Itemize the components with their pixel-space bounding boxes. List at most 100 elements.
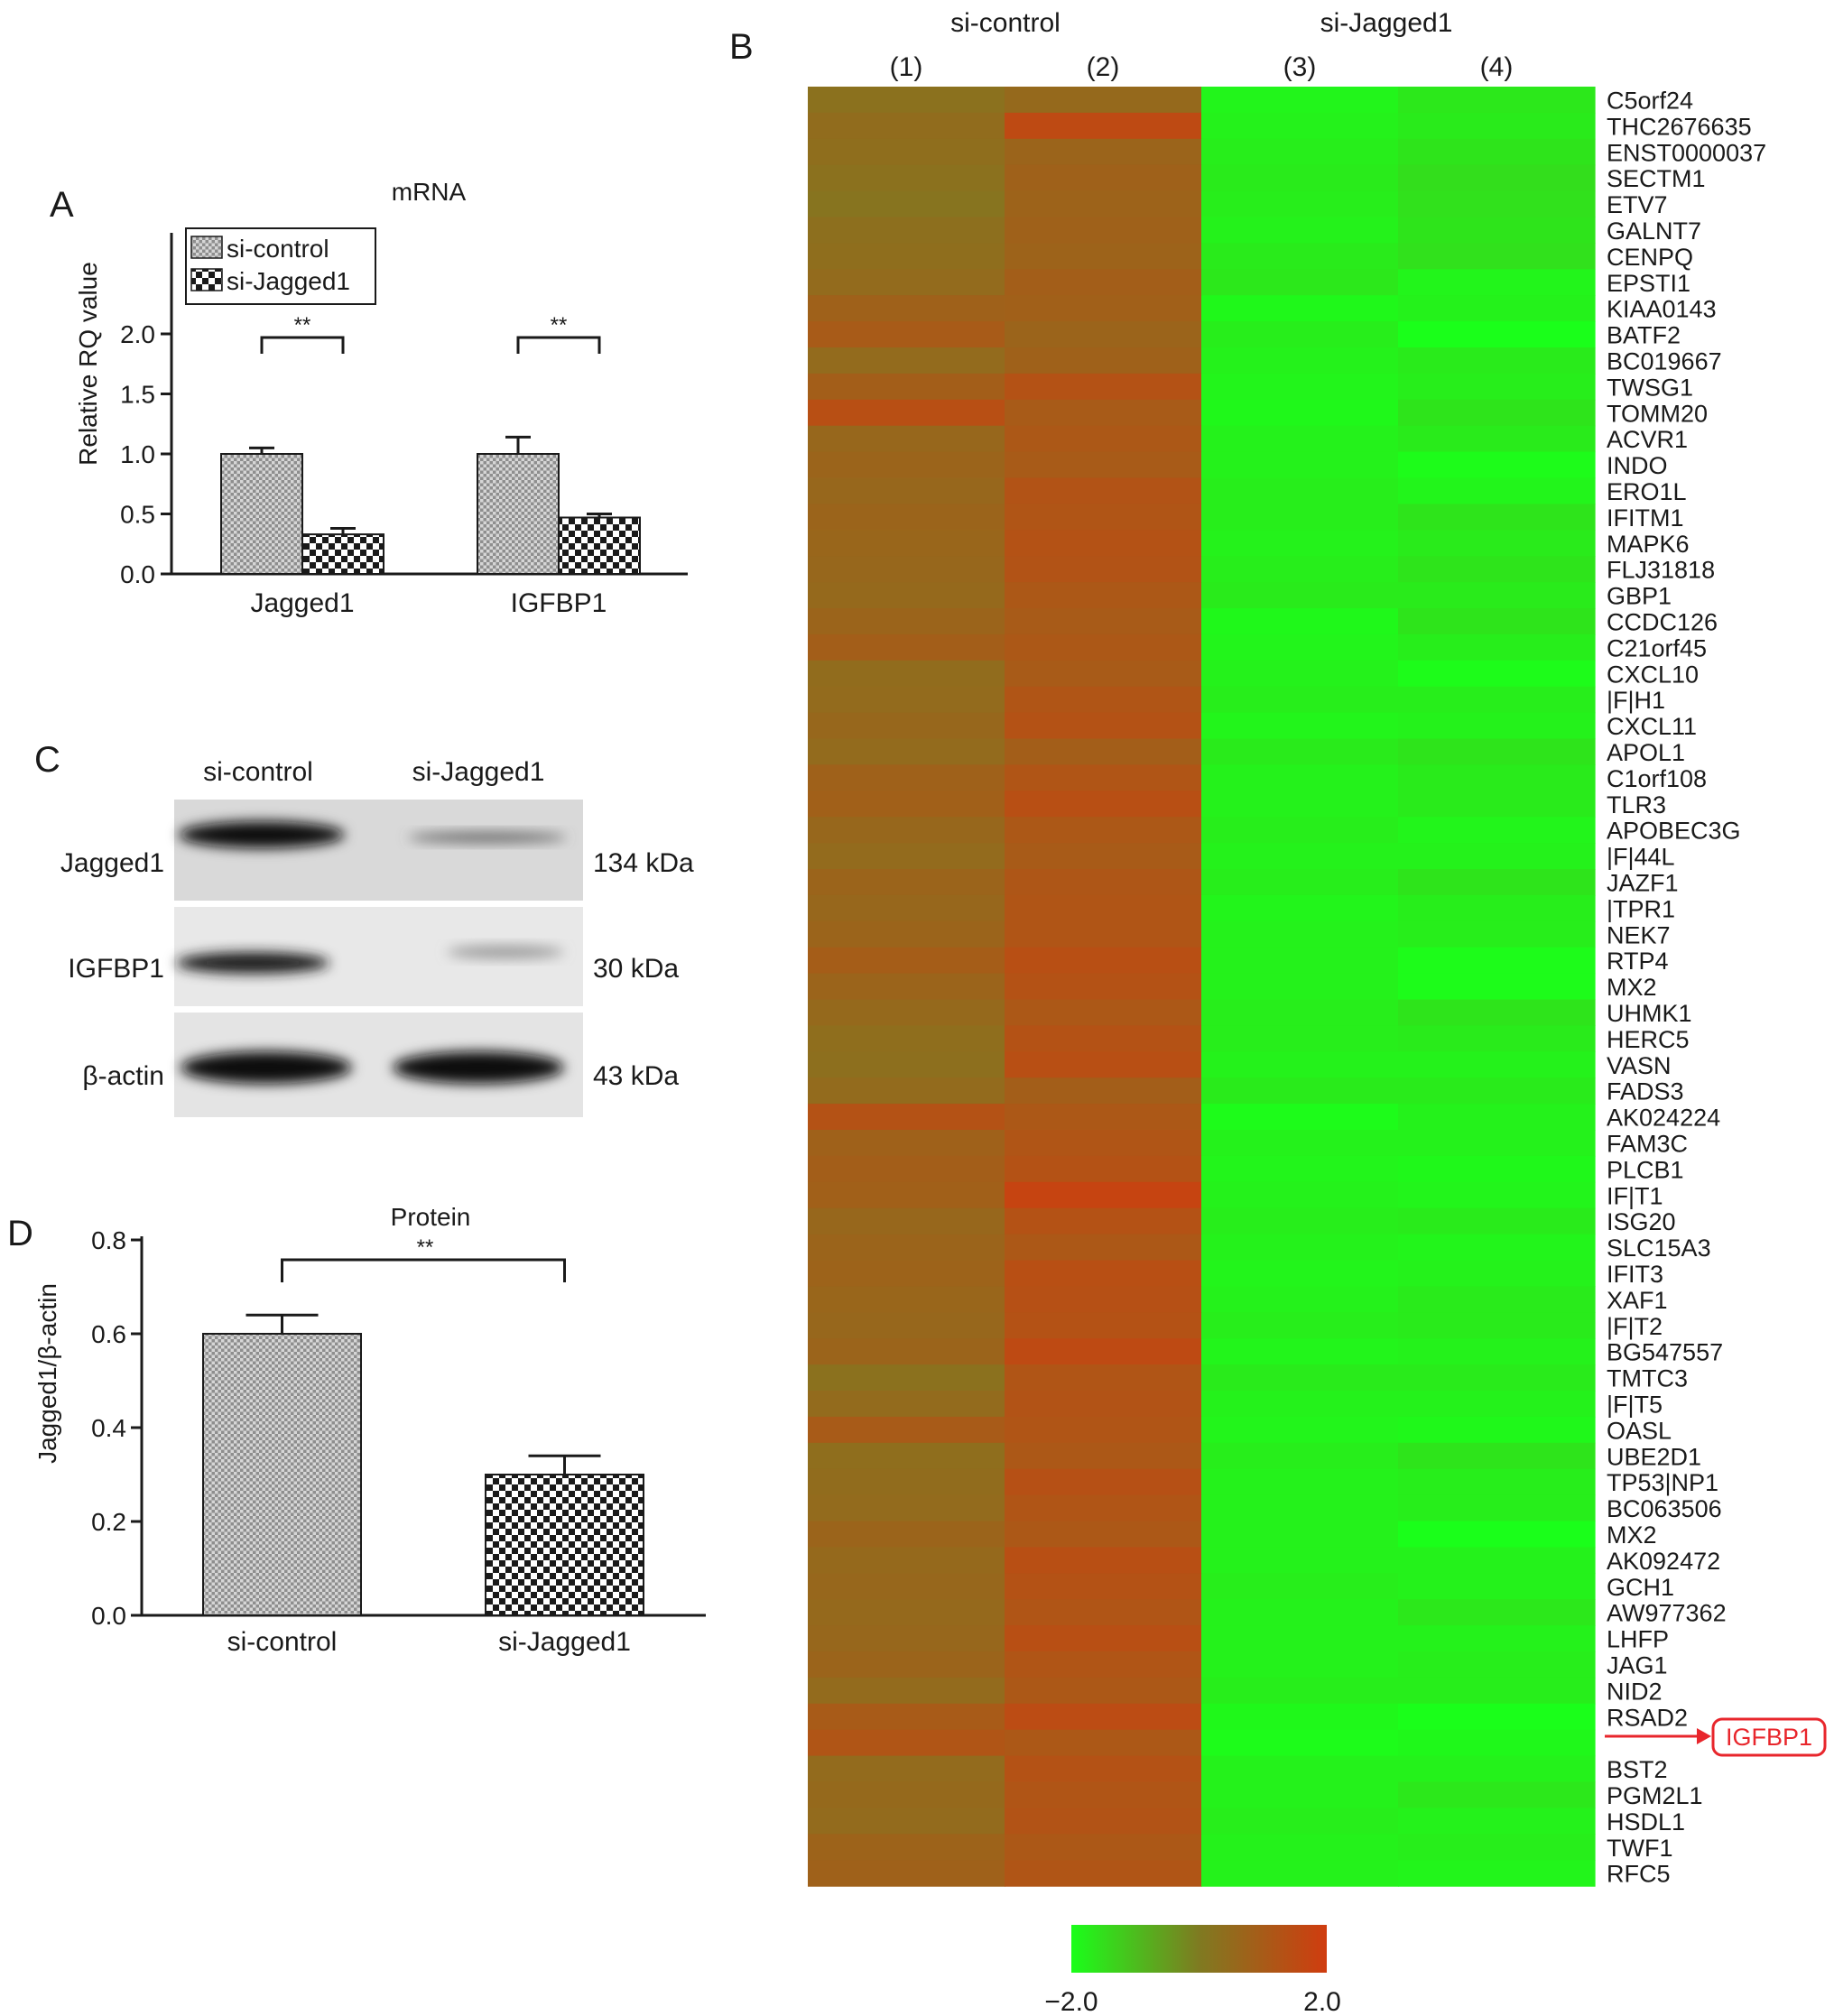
heatmap-cell <box>1398 1703 1596 1731</box>
heatmap-cell <box>1398 243 1596 270</box>
blot-igfbp1-band-si-jagged1 <box>447 946 564 958</box>
heatmap-row-label: TWF1 <box>1607 1835 1673 1862</box>
heatmap-cell <box>1005 1286 1202 1313</box>
heatmap-cell <box>1005 660 1202 688</box>
heatmap-cell <box>1398 556 1596 583</box>
heatmap-cell <box>1398 425 1596 453</box>
heatmap-cell <box>1005 1625 1202 1652</box>
heatmap-cell <box>808 1312 1005 1339</box>
heatmap-row-label: JAG1 <box>1607 1651 1668 1678</box>
heatmap-cell <box>808 556 1005 583</box>
panel-c: C si-control si-Jagged1 Jagged1 134 kDa … <box>34 740 694 1117</box>
panel-a-ytick-label: 2.0 <box>120 320 155 348</box>
heatmap-cell <box>1005 1494 1202 1522</box>
heatmap-cell <box>808 764 1005 791</box>
heatmap-cell <box>1201 1104 1399 1131</box>
heatmap-cell <box>1398 582 1596 609</box>
heatmap-cell <box>1201 817 1399 844</box>
heatmap-cell <box>1201 1025 1399 1052</box>
heatmap-cell <box>808 373 1005 401</box>
heatmap-cell <box>1005 1391 1202 1418</box>
heatmap-cell <box>1201 1599 1399 1626</box>
heatmap-row-label: AK092472 <box>1607 1548 1720 1575</box>
heatmap-cell <box>1201 1391 1399 1418</box>
heatmap-cell <box>1005 608 1202 635</box>
heatmap-column-label: (2) <box>1087 52 1120 82</box>
heatmap-cell <box>1201 1442 1399 1470</box>
heatmap-cell <box>1201 425 1399 453</box>
heatmap-row-label: ERO1L <box>1607 478 1687 505</box>
heatmap-row-label: RTP4 <box>1607 948 1669 975</box>
legend-label-si-control: si-control <box>227 235 329 263</box>
colorbar-min-label: −2.0 <box>1044 1987 1098 2016</box>
heatmap-cell <box>808 1703 1005 1731</box>
heatmap-cell <box>808 295 1005 322</box>
heatmap-cell <box>1005 1468 1202 1496</box>
legend-label-si-jagged1: si-Jagged1 <box>227 267 350 295</box>
panel-a-significance-label: ** <box>551 313 568 338</box>
heatmap-cell <box>1201 1207 1399 1235</box>
heatmap-cell <box>808 269 1005 296</box>
heatmap-cell <box>808 477 1005 504</box>
heatmap-cell <box>1398 1104 1596 1131</box>
heatmap-cell <box>808 1025 1005 1052</box>
panel-a-title: mRNA <box>392 178 467 206</box>
heatmap-cell <box>1005 269 1202 296</box>
heatmap-row-label: RSAD2 <box>1607 1704 1688 1731</box>
panel-d-category-label-si-control: si-control <box>227 1627 338 1657</box>
panel-d-bar-si-control <box>202 1333 362 1616</box>
heatmap-cell <box>1398 1860 1596 1887</box>
heatmap-cell <box>1005 633 1202 661</box>
heatmap-cell <box>1005 425 1202 453</box>
heatmap-row-label: TLR3 <box>1607 791 1666 818</box>
heatmap-row-label: BC063506 <box>1607 1495 1722 1522</box>
heatmap-cell <box>808 1155 1005 1183</box>
heatmap-cell <box>808 217 1005 244</box>
heatmap-cell <box>1005 556 1202 583</box>
panel-a-bar-igfbp1-si-jagged1 <box>558 516 641 575</box>
heatmap-cell <box>1398 1181 1596 1209</box>
heatmap-cell <box>808 947 1005 975</box>
heatmap-cell <box>1201 894 1399 922</box>
heatmap-cell <box>1005 243 1202 270</box>
panel-a-ytick-label: 0.5 <box>120 501 155 529</box>
heatmap-cell <box>1005 1860 1202 1887</box>
panel-a-significance-label: ** <box>294 313 311 338</box>
heatmap-row-label: TP53|NP1 <box>1607 1469 1718 1496</box>
heatmap-cell <box>1005 582 1202 609</box>
heatmap-row-label: FLJ31818 <box>1607 557 1715 584</box>
heatmap-cell <box>808 1729 1005 1757</box>
heatmap-cell <box>808 1860 1005 1887</box>
heatmap-cell <box>1005 1207 1202 1235</box>
panel-d-ytick-label: 0.2 <box>91 1508 126 1536</box>
blot-size-beta-actin: 43 kDa <box>593 1061 679 1091</box>
heatmap-cell <box>1005 190 1202 218</box>
heatmap-cell <box>1005 1703 1202 1731</box>
panel-a-bar-jagged1-si-control <box>220 453 303 575</box>
heatmap-cell <box>1005 1834 1202 1861</box>
heatmap-row-label: IFIT3 <box>1607 1261 1663 1288</box>
blot-beta-actin-band-si-jagged1 <box>393 1051 564 1084</box>
panel-d-ytick-label: 0.6 <box>91 1320 126 1348</box>
heatmap-cell <box>1398 217 1596 244</box>
heatmap-cell <box>1005 1755 1202 1783</box>
heatmap-cell <box>1398 164 1596 192</box>
blot-size-jagged1: 134 kDa <box>593 848 694 878</box>
heatmap-row-label: MX2 <box>1607 974 1657 1001</box>
heatmap-cell <box>1398 1364 1596 1392</box>
heatmap-cell <box>808 425 1005 453</box>
heatmap-cell <box>1005 217 1202 244</box>
panel-d-ytick-label: 0.4 <box>91 1414 126 1442</box>
heatmap-cell <box>1201 1364 1399 1392</box>
heatmap-cell <box>808 1599 1005 1626</box>
heatmap-cell <box>808 1468 1005 1496</box>
heatmap-cell <box>1398 112 1596 140</box>
heatmap-cell <box>1398 817 1596 844</box>
colorbar-max-label: 2.0 <box>1303 1987 1341 2016</box>
heatmap-cell <box>1201 295 1399 322</box>
heatmap-cell <box>1398 269 1596 296</box>
panel-a-bar-jagged1-si-jagged1 <box>301 533 384 575</box>
heatmap-cell <box>1201 1677 1399 1705</box>
heatmap-cell <box>808 920 1005 948</box>
heatmap-cell <box>1005 999 1202 1026</box>
